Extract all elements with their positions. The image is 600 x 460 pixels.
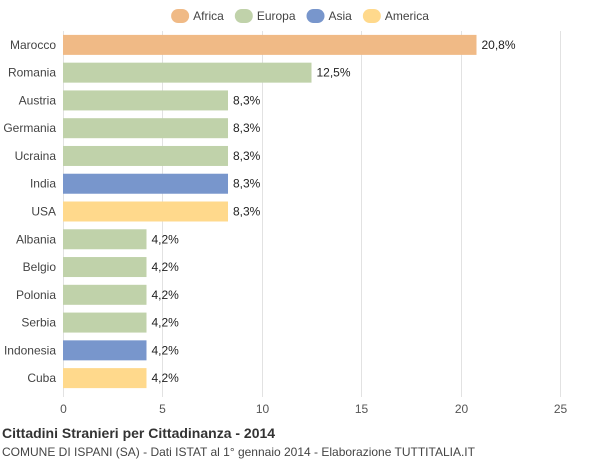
value-label: 8,3% <box>233 205 261 219</box>
chart-bars <box>63 34 477 389</box>
legend-swatch <box>362 9 381 23</box>
value-label: 8,3% <box>233 93 261 107</box>
legend-label: Asia <box>329 9 353 23</box>
value-label: 4,2% <box>151 232 179 246</box>
category-label: India <box>30 177 56 191</box>
value-label: 4,2% <box>151 343 179 357</box>
category-label: Albania <box>16 232 56 246</box>
value-label: 8,3% <box>233 121 261 135</box>
category-label: Ucraina <box>15 149 57 163</box>
legend-label: Africa <box>193 9 224 23</box>
legend-label: America <box>385 9 429 23</box>
category-label: Indonesia <box>4 343 56 357</box>
bar <box>63 368 147 389</box>
bar <box>63 340 147 361</box>
chart-grid: 0 5 10 15 20 25 <box>60 31 567 416</box>
chart-subtitle: COMUNE DI ISPANI (SA) - Dati ISTAT al 1°… <box>2 445 475 459</box>
legend-swatch <box>171 9 190 23</box>
bar <box>63 201 229 222</box>
category-label: Austria <box>19 93 57 107</box>
x-tick-label: 10 <box>256 402 270 416</box>
value-label: 12,5% <box>317 66 351 80</box>
category-label: USA <box>31 205 56 219</box>
bar-chart: Africa Europa Asia America 0 5 10 15 20 25 Maroc… <box>3 9 567 416</box>
value-label: 20,8% <box>482 38 516 52</box>
chart-title: Cittadini Stranieri per Cittadinanza - 2… <box>2 425 276 441</box>
bar <box>63 173 229 194</box>
bar <box>63 284 147 305</box>
chart-labels: Marocco 20,8% Romania 12,5% Austria 8,3% Germa… <box>3 38 516 385</box>
category-label: Germania <box>3 121 56 135</box>
value-label: 8,3% <box>233 177 261 191</box>
bar <box>63 229 147 250</box>
value-label: 4,2% <box>151 260 179 274</box>
x-tick-label: 20 <box>455 402 469 416</box>
category-label: Serbia <box>21 316 56 330</box>
bar <box>63 118 229 139</box>
category-label: Cuba <box>27 371 56 385</box>
x-tick-label: 25 <box>554 402 568 416</box>
value-label: 4,2% <box>151 288 179 302</box>
value-label: 4,2% <box>151 371 179 385</box>
category-label: Romania <box>8 66 56 80</box>
value-label: 4,2% <box>151 316 179 330</box>
x-tick-label: 5 <box>159 402 166 416</box>
bar <box>63 34 477 55</box>
value-label: 8,3% <box>233 149 261 163</box>
legend-swatch <box>234 9 253 23</box>
x-tick-label: 15 <box>355 402 369 416</box>
bar <box>63 312 147 333</box>
bar <box>63 90 229 111</box>
x-tick-label: 0 <box>60 402 67 416</box>
bar <box>63 145 229 166</box>
chart-legend: Africa Europa Asia America <box>171 9 429 23</box>
category-label: Belgio <box>23 260 57 274</box>
legend-label: Europa <box>257 9 296 23</box>
legend-swatch <box>306 9 325 23</box>
bar <box>63 257 147 278</box>
category-label: Polonia <box>16 288 56 302</box>
category-label: Marocco <box>10 38 56 52</box>
bar <box>63 62 312 83</box>
